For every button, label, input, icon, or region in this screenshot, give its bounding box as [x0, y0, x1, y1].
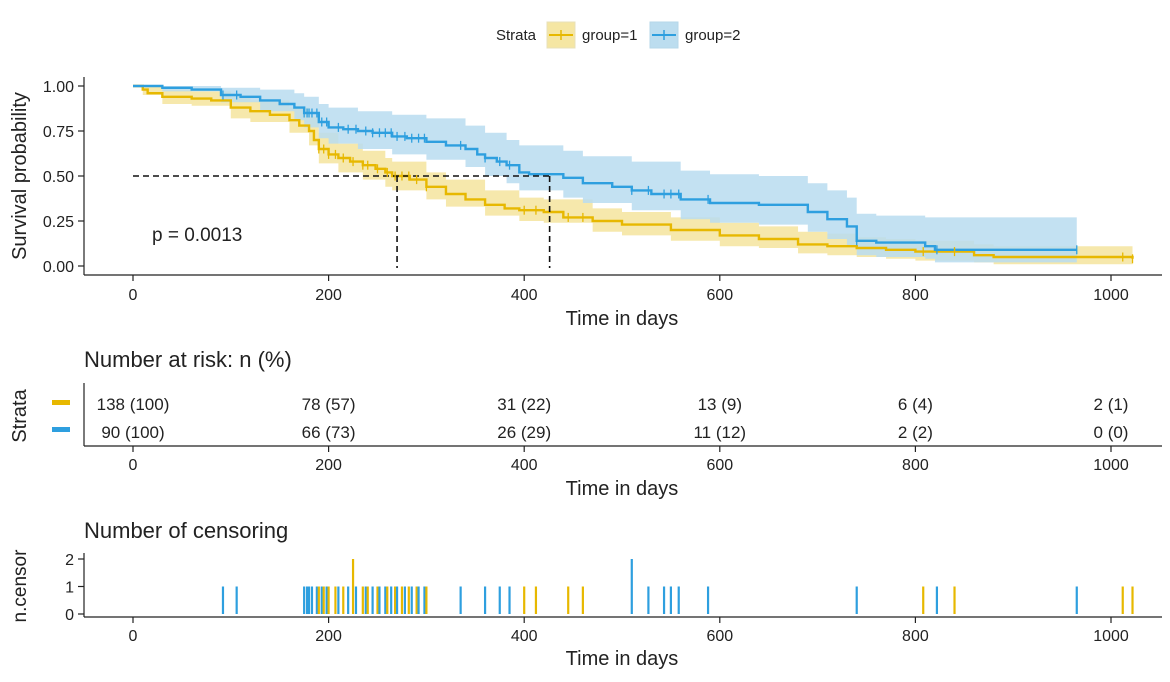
survival-x-tick-label: 800	[902, 287, 929, 304]
survival-y-tick-label: 0.00	[43, 259, 74, 276]
legend-label-group2: group=2	[685, 27, 740, 44]
censoring-y-label: n.censor	[10, 549, 31, 623]
risk-table-cells: 138 (100) 78 (57) 31 (22) 13 (9) 6 (4) 2 (1) 9…	[97, 395, 1129, 442]
censoring-x-tick-label: 200	[315, 628, 342, 645]
survival-plot: 0.00 0.25 0.50 0.75 1.00 0 200 400 600 800 1000 p…	[9, 77, 1162, 330]
risk-cell-group2: 90 (100)	[101, 423, 164, 442]
censoring-x-tick-label: 400	[511, 628, 538, 645]
risk-strata-key-group2	[52, 427, 70, 432]
survival-x-tick-label: 1000	[1093, 287, 1129, 304]
survival-x-ticks: 0 200 400 600 800 1000	[129, 275, 1129, 304]
censoring-plot: Number of censoring 0 1 2 0 200 400 600 800 100…	[10, 518, 1162, 670]
pvalue-label: p = 0.0013	[152, 225, 242, 246]
censoring-x-ticks: 0 200 400 600 800 1000	[129, 617, 1129, 645]
survival-y-label: Survival probability	[9, 92, 31, 260]
survival-y-tick-label: 0.75	[43, 124, 74, 141]
risk-cell-group2: 66 (73)	[302, 423, 356, 442]
survival-x-tick-label: 0	[129, 287, 138, 304]
risk-table-x-tick-label: 400	[511, 457, 538, 474]
risk-table-x-tick-label: 800	[902, 457, 929, 474]
risk-cell-group1: 13 (9)	[698, 395, 742, 414]
censoring-y-tick-label: 1	[65, 580, 74, 597]
confidence-bands	[133, 86, 1133, 265]
risk-cell-group1: 31 (22)	[497, 395, 551, 414]
censoring-y-ticks: 0 1 2	[65, 552, 84, 624]
legend-label-group1: group=1	[582, 27, 637, 44]
censoring-x-tick-label: 800	[902, 628, 929, 645]
censoring-bars	[221, 559, 1134, 614]
risk-table-title: Number at risk: n (%)	[84, 347, 292, 372]
legend: Strata group=1 group=2	[496, 21, 740, 49]
risk-cell-group2: 0 (0)	[1094, 423, 1129, 442]
censoring-y-tick-label: 2	[65, 552, 74, 569]
censoring-title: Number of censoring	[84, 518, 288, 543]
survival-curve-group1	[133, 84, 1134, 259]
risk-table-x-label: Time in days	[566, 478, 679, 500]
censoring-x-tick-label: 600	[706, 628, 733, 645]
risk-cell-group1: 6 (4)	[898, 395, 933, 414]
risk-cell-group2: 26 (29)	[497, 423, 551, 442]
risk-cell-group2: 11 (12)	[693, 423, 746, 442]
risk-table-x-ticks: 0 200 400 600 800 1000	[129, 446, 1129, 474]
risk-table-x-tick-label: 0	[129, 457, 138, 474]
censoring-y-tick-label: 0	[65, 607, 74, 624]
legend-title: Strata	[496, 27, 537, 44]
risk-cell-group2: 2 (2)	[898, 423, 933, 442]
risk-cell-group1: 78 (57)	[302, 395, 356, 414]
risk-table-x-tick-label: 600	[706, 457, 733, 474]
survival-x-tick-label: 200	[315, 287, 342, 304]
risk-table-x-tick-label: 1000	[1093, 457, 1129, 474]
survival-y-tick-label: 0.50	[43, 169, 74, 186]
risk-strata-key-group1	[52, 400, 70, 405]
risk-table-x-tick-label: 200	[315, 457, 342, 474]
survival-x-tick-label: 600	[706, 287, 733, 304]
risk-cell-group1: 138 (100)	[97, 395, 170, 414]
survival-y-tick-label: 0.25	[43, 214, 74, 231]
survival-y-ticks: 0.00 0.25 0.50 0.75 1.00	[43, 79, 84, 276]
censor-marks	[222, 90, 1134, 264]
risk-table-y-label: Strata	[9, 388, 31, 442]
survival-y-tick-label: 1.00	[43, 79, 74, 96]
risk-table: Number at risk: n (%) 138 (100) 78 (57) 31…	[9, 347, 1162, 500]
survival-x-label: Time in days	[566, 308, 679, 330]
risk-cell-group1: 2 (1)	[1094, 395, 1129, 414]
censoring-x-tick-label: 1000	[1093, 628, 1129, 645]
survival-x-tick-label: 400	[511, 287, 538, 304]
censoring-x-tick-label: 0	[129, 628, 138, 645]
censoring-x-label: Time in days	[566, 648, 679, 670]
median-lines	[133, 175, 551, 268]
